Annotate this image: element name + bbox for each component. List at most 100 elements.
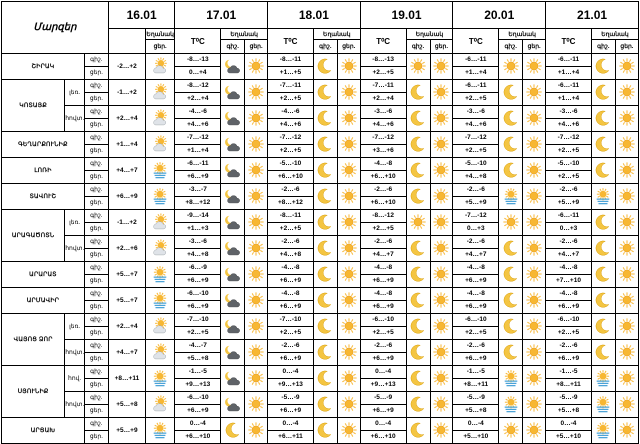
weather-cell — [144, 365, 176, 392]
region-name: ՍՅՈՒՆԻՔ — [0, 365, 66, 418]
day-weather-cell — [614, 365, 640, 392]
night-temp: -6…-10 — [174, 287, 222, 301]
table-row: հովտ. գիշ. +5…+8 -6…-10 -5…-9 -5…-9 -5…-9 -5… — [2, 391, 640, 418]
day-weather-cell — [522, 209, 547, 236]
sun-cloud-icon — [151, 135, 169, 153]
day-weather-cell — [429, 131, 454, 158]
table-row: ՏԱՎՈՒՇ գիշ. +6…+9 -3…-7 -2…-6 -2…-6 -2…-6 -2… — [1, 183, 640, 210]
sun-cloud-icon — [151, 317, 169, 335]
day-weather-cell — [244, 417, 269, 444]
moon-icon — [502, 83, 520, 101]
sun-icon — [340, 161, 358, 179]
day-temp: +1…+4 — [545, 92, 592, 106]
night-subheader: գիշ. — [590, 39, 616, 54]
moon-icon — [502, 161, 520, 179]
night-weather-cell — [405, 79, 431, 106]
day-weather-cell — [244, 339, 269, 366]
sun-icon — [247, 135, 265, 153]
table-row: ԱՐՄԱՎԻՐ գիշ. +5…+7 -6…-10 -4…-8 -4…-8 -4…-8 -… — [1, 287, 640, 314]
dark-cloud-moon-icon — [224, 109, 242, 127]
sun-icon — [247, 239, 265, 257]
day-weather-cell — [336, 209, 361, 236]
sun-icon — [618, 291, 636, 309]
night-weather-cell — [498, 287, 524, 314]
sun-icon — [525, 83, 543, 101]
table-row: ցեր. +9…+13 +9…+13 +9…+13 +8…+11 +8…+11 — [2, 378, 639, 392]
night-temp: -2…-6 — [452, 339, 500, 353]
night-weather-cell — [498, 339, 524, 366]
night-weather-cell — [498, 365, 524, 392]
night-temp: -2…-6 — [452, 183, 500, 197]
night-weather-cell — [312, 365, 338, 392]
day-temp: +2…+5 — [545, 144, 592, 158]
sun-icon — [340, 395, 358, 413]
subregion-label: հովտ. — [64, 339, 85, 366]
day-label: ցեր. — [83, 66, 109, 80]
moon-icon — [594, 343, 612, 361]
night-weather-cell — [220, 209, 246, 236]
night-temp: -8…-12 — [359, 209, 407, 223]
night-weather-cell — [405, 105, 431, 132]
temp-column-header: T⁰C — [267, 28, 314, 54]
day-weather-cell — [336, 417, 361, 444]
temp-cell: +5…+8 — [107, 391, 146, 418]
day-label: ցեր. — [83, 326, 109, 340]
night-weather-cell — [405, 157, 431, 184]
night-temp: 0…-4 — [359, 417, 407, 431]
sun-icon — [340, 83, 358, 101]
day-temp: +9…+13 — [267, 378, 314, 392]
day-subheader: ցեր. — [522, 39, 547, 54]
night-weather-cell — [590, 417, 616, 444]
weather-cell — [144, 391, 176, 418]
night-weather-cell — [498, 105, 524, 132]
day-weather-cell — [522, 287, 547, 314]
temp-cell: +5…+7 — [107, 261, 146, 288]
night-temp: -4…-8 — [545, 287, 592, 301]
sun-icon — [618, 57, 636, 75]
day-temp: +2…+5 — [545, 326, 592, 340]
subregion-label: հով. — [64, 365, 85, 392]
sun-icon — [525, 421, 543, 439]
night-weather-cell — [405, 365, 431, 392]
sun-cloud-icon — [151, 57, 169, 75]
night-weather-cell — [590, 287, 616, 314]
night-temp: -2…-6 — [359, 235, 407, 249]
night-weather-cell — [220, 365, 246, 392]
day-label: ցեր. — [83, 248, 109, 262]
temp-cell: +4…+7 — [107, 339, 146, 366]
night-weather-cell — [220, 105, 246, 132]
day-temp: +2…+5 — [359, 326, 407, 340]
moon-icon — [502, 135, 520, 153]
day-weather-cell — [522, 313, 547, 340]
moon-icon — [316, 187, 334, 205]
sun-icon — [432, 135, 450, 153]
sun-icon — [432, 109, 450, 127]
day-weather-cell — [336, 261, 361, 288]
sun-cloud-icon — [151, 109, 169, 127]
night-temp: -5…-10 — [545, 157, 592, 171]
day-weather-cell — [336, 131, 361, 158]
weather-cell — [144, 417, 176, 444]
night-weather-cell — [220, 391, 246, 418]
day-temp: +2…+5 — [359, 222, 407, 236]
sun-icon — [618, 239, 636, 257]
table-row: ԱՐՑԱԽ գիշ. +5…+9 0…-4 0…-4 0…-4 0…-4 0…-4 — [1, 417, 640, 444]
sun-icon — [340, 265, 358, 283]
night-temp: -3…-6 — [359, 105, 407, 119]
day-weather-cell — [244, 157, 269, 184]
moon-icon — [316, 265, 334, 283]
night-temp: -4…-8 — [545, 261, 592, 275]
dark-cloud-moon-icon — [224, 265, 242, 283]
temp-column-header: T⁰C — [174, 28, 222, 54]
night-temp: -2…-6 — [267, 339, 314, 353]
night-label: գիշ. — [83, 235, 109, 249]
night-temp: -8…-13 — [174, 53, 222, 67]
night-temp: -6…-10 — [452, 313, 500, 327]
sun-icon — [432, 187, 450, 205]
weather-cell — [144, 261, 176, 288]
weather-cell — [144, 53, 176, 80]
moon-icon — [594, 161, 612, 179]
night-weather-cell — [590, 209, 616, 236]
night-label: գիշ. — [83, 53, 109, 67]
